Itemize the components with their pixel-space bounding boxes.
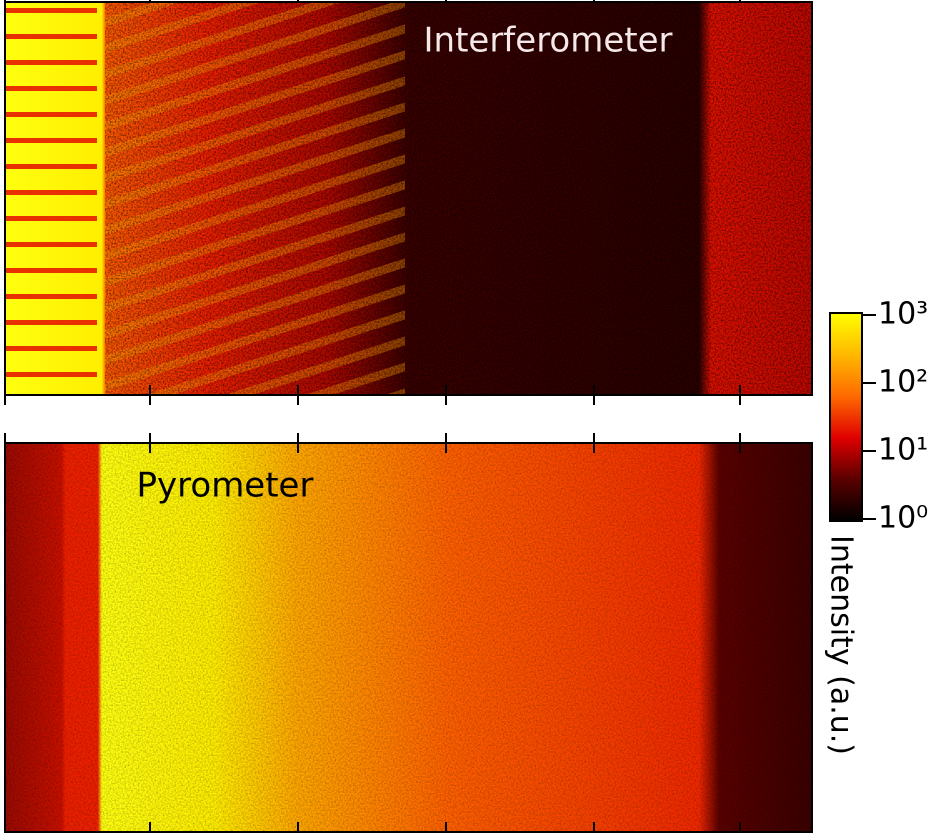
colorbar-tick-label: 10⁰ [878,501,928,536]
heatmap-noise [5,443,812,832]
pyrometer-panel: Pyrometer [4,442,813,833]
colorbar: Intensity (a.u.) 10⁰ 10¹ 10² 10³ [824,297,929,756]
colorbar-tick-label: 10¹ [878,433,928,468]
heatmap-noise [105,2,812,395]
panel-title: Pyrometer [137,466,314,506]
panel-frame [4,442,813,833]
interferometer-panel: Interferometer [4,1,813,396]
axis-ticks [4,0,741,832]
colorbar-label: Intensity (a.u.) [824,535,859,755]
panel-title: Interferometer [424,21,673,61]
colorbar-tick-label: 10² [878,365,928,400]
heatmap-texture [5,2,97,395]
colorbar-scale [829,312,863,522]
panel-frame [4,1,813,396]
colorbar-tick-label: 10³ [878,297,928,332]
